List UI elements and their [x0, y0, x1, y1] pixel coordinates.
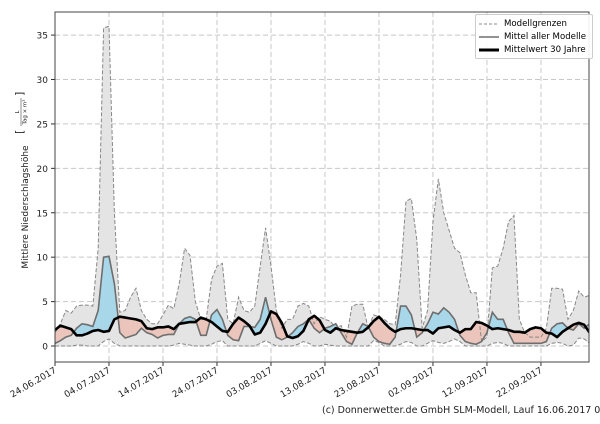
y-tick-label: 25 [37, 120, 48, 130]
x-tick-label: 23.08.2017 [333, 366, 383, 400]
below-normal-fill [131, 318, 136, 336]
y-axis-label: Mittlere Niederschlagshöhe [21, 145, 31, 269]
copyright-footer: (c) Donnerwetter.de GmbH SLM-Modell, Lau… [322, 405, 600, 416]
above-normal-fill [104, 256, 109, 332]
below-normal-fill [536, 327, 541, 343]
x-tick-label: 04.07.2017 [63, 366, 113, 400]
y-tick-label: 20 [37, 165, 49, 175]
legend: Modellgrenzen Mittel aller Modelle Mitte… [475, 14, 593, 59]
legend-label: Modellgrenzen [504, 19, 567, 29]
above-normal-fill [401, 306, 406, 329]
legend-item-models: Mittel aller Modelle [479, 30, 589, 43]
x-tick-label: 12.09.2017 [441, 366, 491, 400]
x-tick-label: 24.06.2017 [9, 366, 59, 400]
unit-bracket-close: ] [13, 92, 26, 96]
legend-label: Mittelwert 30 Jahre [504, 45, 586, 55]
unit-denominator: Tag × m² [22, 100, 29, 126]
below-normal-fill [514, 332, 519, 344]
legend-item-climate: Mittelwert 30 Jahre [479, 43, 589, 56]
x-tick-label: 22.09.2017 [495, 366, 545, 400]
plot-area [55, 12, 590, 362]
y-tick-label: 15 [37, 209, 48, 219]
x-tick-label: 03.08.2017 [225, 366, 275, 400]
below-normal-fill [125, 318, 130, 338]
x-tick-label: 13.08.2017 [279, 366, 329, 400]
x-tick-label: 14.07.2017 [117, 366, 167, 400]
x-tick-label: 24.07.2017 [171, 366, 221, 400]
unit-bracket-open: [ [13, 130, 26, 134]
y-tick-label: 5 [42, 298, 48, 308]
y-tick-label: 10 [37, 254, 49, 264]
legend-item-bounds: Modellgrenzen [479, 17, 589, 30]
y-tick-label: 30 [37, 76, 49, 86]
legend-label: Mittel aller Modelle [504, 32, 586, 42]
y-tick-label: 0 [42, 343, 48, 353]
y-tick-label: 35 [37, 32, 48, 42]
model-range-band [55, 26, 590, 346]
x-tick-label: 02.09.2017 [387, 366, 437, 400]
unit-numerator: L [15, 110, 21, 114]
